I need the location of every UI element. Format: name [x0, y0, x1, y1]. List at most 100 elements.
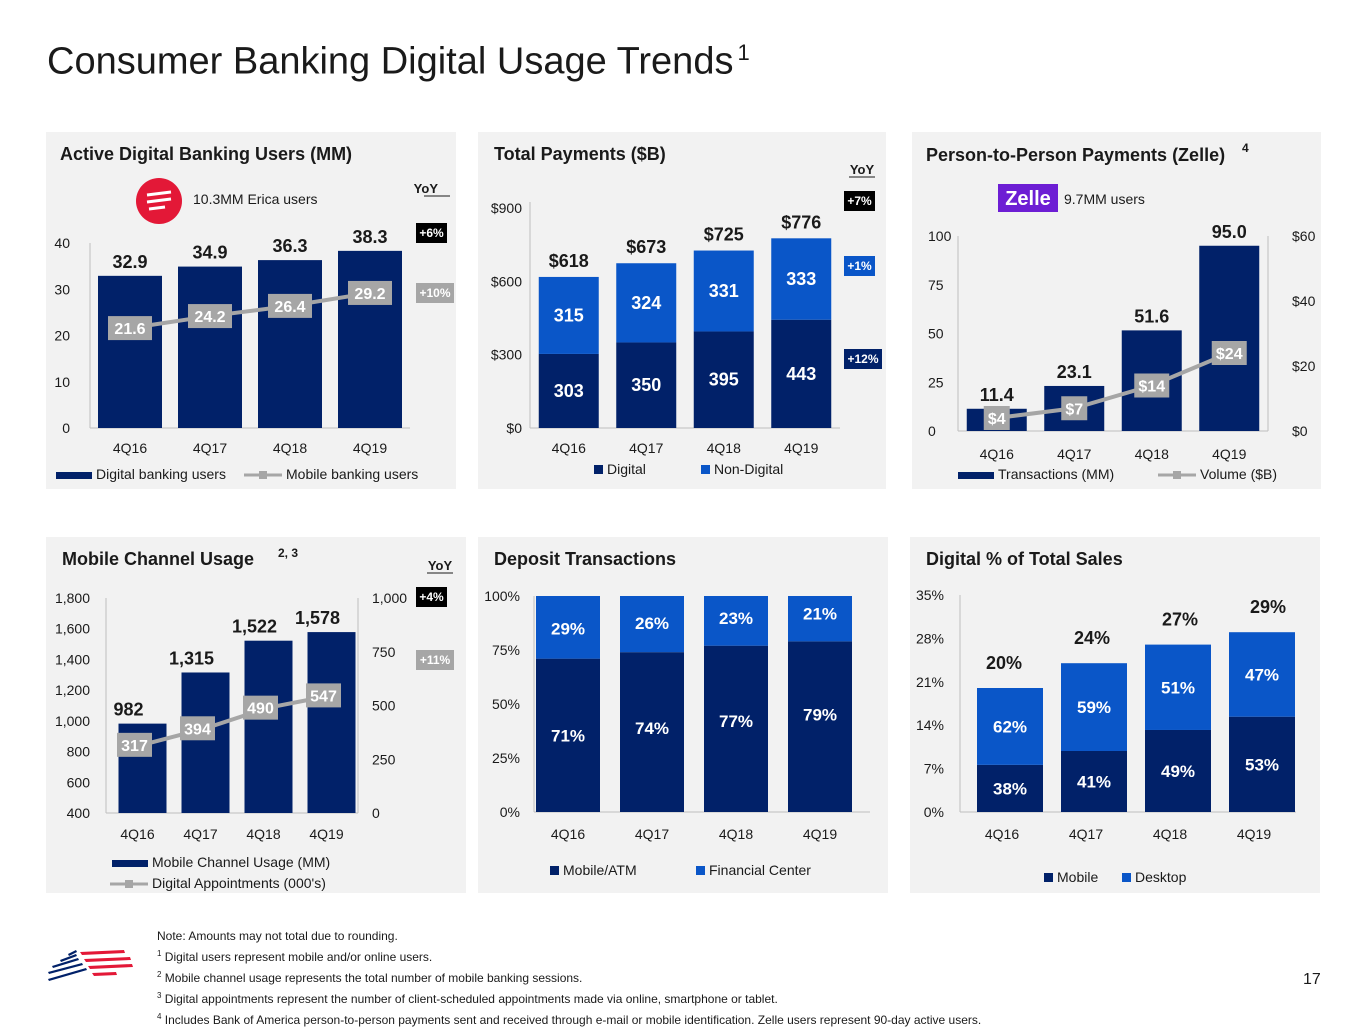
bank-flag-logo — [46, 946, 136, 1003]
yoy-total-label: +7% — [847, 194, 872, 208]
total-value-label: 29% — [1250, 597, 1286, 617]
y-tick-label: 1,000 — [55, 713, 90, 729]
page-title: Consumer Banking Digital Usage Trends 1 — [47, 40, 750, 83]
segment-value-label: 53% — [1245, 755, 1279, 774]
legend-swatch — [1122, 873, 1131, 882]
line-value-label-box — [306, 683, 341, 708]
x-tick-label: 4Q18 — [273, 440, 307, 456]
bar-value-label: 1,522 — [232, 617, 277, 637]
yoy-non-digital-box — [844, 256, 875, 276]
yoy-line-box — [416, 650, 454, 670]
y2-tick-label: 500 — [372, 698, 396, 714]
line-value-label: $14 — [1138, 379, 1165, 396]
bar-non-digital — [538, 276, 599, 354]
segment-value-label: 59% — [1077, 698, 1111, 717]
x-tick-label: 4Q19 — [803, 826, 837, 842]
legend-label: Non-Digital — [714, 461, 783, 477]
chart-title: Active Digital Banking Users (MM) — [60, 144, 352, 164]
y-tick-label: 0% — [500, 804, 520, 820]
bar-financial-center — [536, 596, 600, 659]
segment-value-label: 303 — [554, 381, 584, 401]
x-tick-label: 4Q19 — [353, 440, 387, 456]
segment-value-label: 41% — [1077, 772, 1111, 791]
bar-value-label: 11.4 — [980, 385, 1014, 405]
segment-value-label: 443 — [786, 364, 816, 384]
x-tick-label: 4Q16 — [552, 440, 586, 456]
line-value-label: 317 — [121, 738, 148, 755]
chart-svg: Digital % of Total Sales 0% 7% 14% 21% 28% 35%… — [916, 549, 1296, 885]
total-value-label: 20% — [986, 653, 1022, 673]
legend-swatch — [550, 866, 559, 875]
digital-sales-panel: Digital % of Total Sales 0% 7% 14% 21% 28% 35%… — [910, 537, 1320, 893]
bar-desktop — [977, 688, 1043, 765]
bar-mobile — [1061, 750, 1127, 812]
y-tick-label: 14% — [916, 717, 944, 733]
total-value-label: 24% — [1074, 628, 1110, 648]
legend-swatch — [1044, 873, 1053, 882]
y-tick-label: $600 — [491, 273, 522, 289]
legend-label: Transactions (MM) — [998, 466, 1114, 482]
footnote-3: 3 Digital appointments represent the num… — [157, 991, 778, 1006]
line-value-label: 490 — [247, 701, 274, 718]
bar-value-label: 23.1 — [1057, 362, 1092, 382]
line-value-label-box — [117, 732, 152, 757]
bar-mobile-usage — [181, 672, 230, 813]
x-tick-label: 4Q18 — [246, 826, 280, 842]
yoy-bar-box — [416, 223, 447, 243]
chart-title: Mobile Channel Usage — [62, 549, 254, 569]
y-tick-label: 7% — [924, 761, 944, 777]
bar-mobile — [1229, 716, 1295, 812]
bar-mobile-atm — [704, 645, 768, 812]
x-tick-label: 4Q19 — [1212, 446, 1246, 462]
bar-value-label: 982 — [113, 700, 143, 720]
bar-financial-center — [620, 596, 684, 653]
line-value-label-box — [1211, 341, 1247, 365]
line-value-label: $7 — [1065, 401, 1083, 418]
bar-transactions — [1199, 245, 1260, 431]
total-payments-panel: Total Payments ($B) YoY $0 $300 $600 $900 303 3… — [478, 132, 886, 489]
chart-title: Digital % of Total Sales — [926, 549, 1123, 569]
yoy-bar-label: +4% — [419, 590, 444, 604]
erica-note: 10.3MM Erica users — [193, 191, 317, 207]
legend-marker — [1173, 471, 1181, 479]
segment-value-label: 324 — [631, 293, 661, 313]
segment-value-label: 21% — [803, 605, 837, 624]
y2-tick-label: 750 — [372, 644, 396, 660]
yoy-digital-label: +12% — [847, 352, 878, 366]
segment-value-label: 26% — [635, 614, 669, 633]
bar-digital-users — [178, 266, 242, 428]
footnote-4: 4 Includes Bank of America person-to-per… — [157, 1012, 982, 1027]
segment-value-label: 49% — [1161, 762, 1195, 781]
bar-non-digital — [771, 238, 832, 320]
yoy-non-digital-label: +1% — [847, 259, 872, 273]
bar-value-label: 32.9 — [112, 252, 147, 272]
segment-value-label: 51% — [1161, 678, 1195, 697]
chart-svg: Person-to-Person Payments (Zelle) 4 Zelle 9… — [926, 141, 1316, 482]
total-value-label: $776 — [781, 212, 821, 232]
yoy-line-label: +10% — [419, 286, 450, 300]
legend-swatch — [594, 465, 603, 474]
footnote-2: 2 Mobile channel usage represents the to… — [157, 970, 583, 985]
segment-value-label: 62% — [993, 717, 1027, 736]
chart-title-footnote: 2, 3 — [278, 546, 298, 560]
legend-label: Desktop — [1135, 869, 1187, 885]
x-tick-label: 4Q16 — [120, 826, 154, 842]
yoy-line-box — [416, 283, 454, 303]
x-tick-label: 4Q17 — [193, 440, 227, 456]
yoy-bar-label: +6% — [419, 226, 444, 240]
segment-value-label: 23% — [719, 609, 753, 628]
line-appointments — [141, 693, 332, 747]
page-number: 17 — [1303, 971, 1321, 988]
legend-label: Financial Center — [709, 862, 811, 878]
segment-value-label: 333 — [786, 269, 816, 289]
line-value-label-box — [188, 304, 232, 329]
y-tick-label: 75 — [928, 277, 944, 293]
legend-label: Digital banking users — [96, 466, 226, 482]
legend-label: Digital — [607, 461, 646, 477]
segment-value-label: 395 — [709, 370, 739, 390]
y-tick-label: 21% — [916, 674, 944, 690]
chart-svg: Active Digital Banking Users (MM) YoY 10.3… — [54, 144, 454, 482]
bar-mobile-atm — [620, 652, 684, 812]
legend-marker — [259, 471, 267, 479]
x-tick-label: 4Q16 — [551, 826, 585, 842]
